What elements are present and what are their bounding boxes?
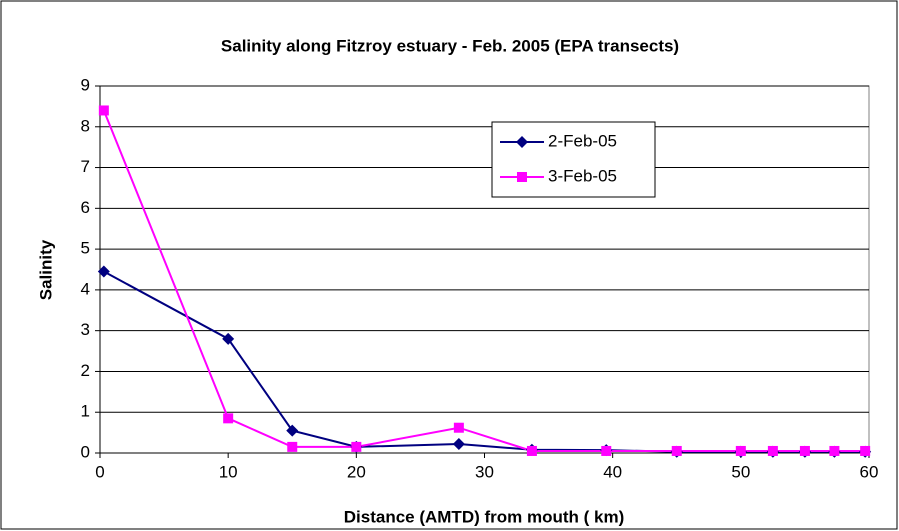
data-point <box>829 445 840 456</box>
y-axis-label: Salinity <box>36 239 55 300</box>
data-point <box>860 445 871 456</box>
data-point <box>735 445 746 456</box>
y-tick-label: 9 <box>81 75 90 94</box>
y-tick-label: 6 <box>81 198 90 217</box>
y-tick-label: 4 <box>81 279 90 298</box>
data-point <box>526 445 537 456</box>
data-point <box>287 441 298 452</box>
legend <box>491 121 656 198</box>
data-point <box>222 332 235 345</box>
x-tick-label: 50 <box>731 462 750 481</box>
data-point <box>799 445 810 456</box>
y-tick-label: 0 <box>81 442 90 461</box>
y-tick-label: 5 <box>81 239 90 258</box>
legend-marker <box>516 136 528 148</box>
data-point <box>97 265 110 278</box>
data-point <box>452 438 465 451</box>
y-tick-label: 7 <box>81 157 90 176</box>
x-tick-label: 40 <box>603 462 622 481</box>
legend-label: 2-Feb-05 <box>548 131 617 150</box>
y-tick-label: 2 <box>81 361 90 380</box>
chart-title: Salinity along Fitzroy estuary - Feb. 20… <box>221 36 679 55</box>
plot-area <box>99 85 870 454</box>
legend-marker <box>517 172 527 182</box>
y-tick-label: 8 <box>81 116 90 135</box>
legend-label: 3-Feb-05 <box>548 166 617 185</box>
data-point <box>453 422 464 433</box>
x-axis-label: Distance (AMTD) from mouth ( km) <box>344 507 625 526</box>
data-point <box>767 445 778 456</box>
data-point <box>98 105 109 116</box>
data-point <box>286 424 299 437</box>
y-tick-label: 1 <box>81 402 90 421</box>
x-tick-label: 20 <box>347 462 366 481</box>
x-tick-label: 60 <box>860 462 879 481</box>
data-point <box>351 441 362 452</box>
x-tick-label: 10 <box>219 462 238 481</box>
x-tick-label: 0 <box>95 462 104 481</box>
data-point <box>671 445 682 456</box>
data-point <box>601 445 612 456</box>
y-tick-label: 3 <box>81 320 90 339</box>
data-point <box>223 413 234 424</box>
x-tick-label: 30 <box>475 462 494 481</box>
